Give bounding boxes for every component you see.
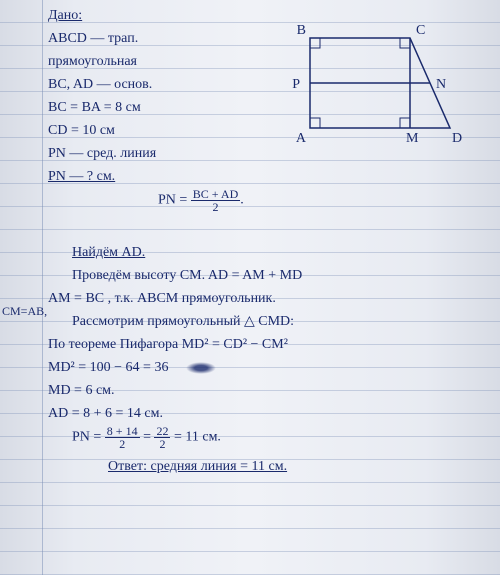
calc-text: MD² = 100 − 64 = 36 [48,360,168,375]
label-n: N [436,77,446,92]
right-angle-a [310,118,320,128]
label-m: M [406,131,419,146]
pn-label: PN = [72,430,101,445]
body-line: MD = 6 см. [48,379,490,402]
right-angle-c [400,38,410,48]
find-ad: Найдём AD. [48,241,490,264]
pn-eq: = [143,430,151,445]
scribble-icon [186,362,216,374]
label-c: C [416,23,425,38]
answer-line: Ответ: средняя линия = 11 см. [48,455,490,478]
body-line: Рассмотрим прямоугольный △ CMD: [48,310,490,333]
right-angle-b [310,38,320,48]
trapezoid-diagram: B C P N A M D [280,18,470,148]
formula-den: 2 [191,201,240,213]
label-a: A [296,131,307,146]
right-angle-m [400,118,410,128]
body-line: AM = BC , т.к. ABCM прямоугольник. [48,287,490,310]
label-p: P [292,77,300,92]
margin-note: CM=AB, [2,300,47,323]
label-b: B [297,23,306,38]
body-line: По теореме Пифагора MD² = CD² − CM² [48,333,490,356]
body-line: MD² = 100 − 64 = 36 [48,356,490,379]
formula-fraction: BC + AD 2 [191,188,240,213]
label-d: D [452,131,462,146]
body-line: Проведём высоту CM. AD = AM + MD [48,264,490,287]
pn-result: PN = 8 + 14 2 = 22 2 = 11 см. [48,425,490,455]
pn-tail: = 11 см. [174,430,221,445]
pn-frac2: 22 2 [154,425,170,450]
pn-frac1: 8 + 14 2 [105,425,140,450]
midline-formula: PN = BC + AD 2 . [48,188,490,218]
formula-label: PN = [158,193,187,208]
blank-line [48,218,490,241]
given-line: PN — ? см. [48,165,490,188]
body-line: AD = 8 + 6 = 14 см. [48,402,490,425]
